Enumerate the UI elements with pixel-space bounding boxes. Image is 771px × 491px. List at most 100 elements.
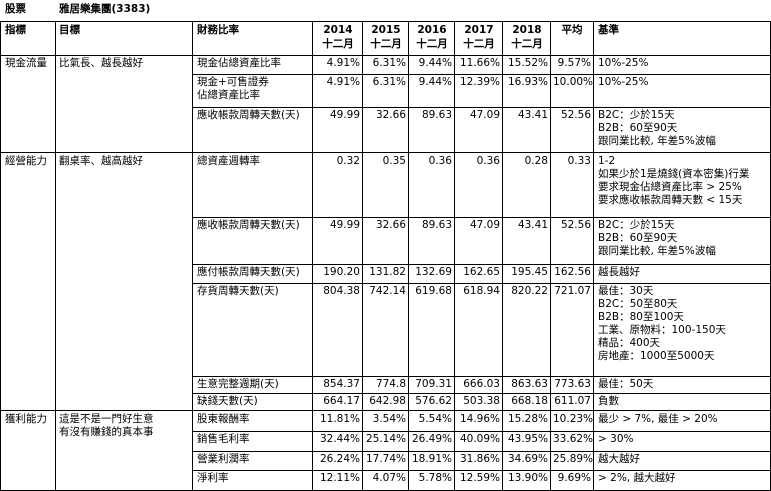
benchmark-cell: 1-2 — [598, 155, 616, 167]
col-year-header: 2014 — [323, 24, 353, 36]
row-divider — [192, 74, 771, 75]
average-cell: 611.07 — [554, 395, 591, 407]
value-cell: 43.41 — [517, 219, 548, 231]
value-cell: 11.66% — [459, 57, 500, 69]
col-average-header: 平均 — [561, 24, 583, 36]
value-cell: 26.24% — [319, 453, 360, 465]
value-cell: 668.18 — [511, 395, 548, 407]
value-cell: 13.90% — [507, 472, 548, 484]
divider — [0, 55, 771, 56]
value-cell: 47.09 — [469, 109, 500, 121]
ratio-name: 缺錢天數(天) — [197, 395, 258, 407]
value-cell: 12.11% — [319, 472, 360, 484]
col-benchmark-header: 基準 — [598, 24, 619, 36]
value-cell: 863.63 — [511, 378, 548, 390]
value-cell: 49.99 — [329, 219, 360, 231]
section-goal: 這是不是一門好生意 — [59, 413, 154, 425]
average-cell: 25.89% — [553, 453, 593, 465]
value-cell: 0.36 — [428, 155, 452, 167]
value-cell: 5.54% — [418, 413, 452, 425]
row-divider — [192, 470, 771, 471]
divider — [593, 21, 594, 491]
benchmark-cell: 10%-25% — [598, 57, 649, 69]
divider — [192, 21, 193, 491]
average-cell: 52.56 — [560, 219, 591, 231]
value-cell: 89.63 — [421, 109, 452, 121]
col-month-header: 十二月 — [463, 38, 495, 50]
benchmark-cell: 如果少於1是燒錢(資本密集)行業 — [598, 168, 750, 180]
value-cell: 15.28% — [507, 413, 548, 425]
value-cell: 49.99 — [329, 109, 360, 121]
section-indicator: 獲利能力 — [5, 413, 47, 425]
ratio-name: 股東報酬率 — [197, 413, 250, 425]
ratio-name: 應收帳款周轉天數(天) — [197, 219, 300, 231]
value-cell: 25.14% — [365, 433, 406, 445]
col-year-header: 2015 — [371, 24, 401, 36]
section-indicator: 現金流量 — [5, 57, 47, 69]
col-month-header: 十二月 — [416, 38, 448, 50]
ratio-name: 現金+可售證券 — [197, 76, 269, 88]
value-cell: 804.38 — [323, 285, 360, 297]
benchmark-cell: > 30% — [598, 433, 634, 445]
value-cell: 642.98 — [369, 395, 406, 407]
average-cell: 9.69% — [557, 472, 591, 484]
average-cell: 0.33 — [567, 155, 591, 167]
value-cell: 0.35 — [382, 155, 406, 167]
ratio-name: 佔總資產比率 — [197, 89, 260, 101]
benchmark-cell: 最佳：30天 — [598, 285, 654, 297]
ratio-name: 應收帳款周轉天數(天) — [197, 109, 300, 121]
value-cell: 503.38 — [463, 395, 500, 407]
average-cell: 52.56 — [560, 109, 591, 121]
benchmark-cell: 工業、原物料：100-150天 — [598, 324, 726, 336]
value-cell: 89.63 — [421, 219, 452, 231]
value-cell: 709.31 — [415, 378, 452, 390]
company-name: 雅居樂集團(3383) — [59, 3, 151, 15]
average-cell: 773.63 — [554, 378, 591, 390]
ratio-name: 存貨周轉天數(天) — [197, 285, 279, 297]
col-year-header: 2017 — [464, 24, 494, 36]
benchmark-cell: 精品：400天 — [598, 337, 661, 349]
benchmark-cell: 要求現金佔總資產比率 > 25% — [598, 181, 742, 193]
value-cell: 576.62 — [415, 395, 452, 407]
col-month-header: 十二月 — [322, 38, 354, 50]
value-cell: 4.91% — [326, 76, 360, 88]
value-cell: 4.07% — [372, 472, 406, 484]
col-indicator-header: 指標 — [5, 24, 26, 36]
ratio-name: 現金佔總資產比率 — [197, 57, 281, 69]
benchmark-cell: 要求應收帳款周轉天數 < 15天 — [598, 194, 743, 206]
value-cell: 34.69% — [507, 453, 548, 465]
value-cell: 16.93% — [507, 76, 548, 88]
value-cell: 131.82 — [369, 266, 406, 278]
value-cell: 618.94 — [463, 285, 500, 297]
value-cell: 195.45 — [511, 266, 548, 278]
divider — [55, 21, 56, 491]
ratio-name: 應付帳款周轉天數(天) — [197, 266, 300, 278]
benchmark-cell: B2B：80至100天 — [598, 311, 684, 323]
value-cell: 5.78% — [418, 472, 452, 484]
row-divider — [192, 107, 771, 108]
value-cell: 43.95% — [507, 433, 548, 445]
row-divider — [192, 451, 771, 452]
ratio-name: 營業利潤率 — [197, 453, 250, 465]
value-cell: 0.36 — [476, 155, 500, 167]
value-cell: 18.91% — [411, 453, 452, 465]
average-cell: 33.62% — [553, 433, 593, 445]
value-cell: 6.31% — [372, 76, 406, 88]
col-year-header: 2016 — [417, 24, 447, 36]
section-divider — [0, 410, 771, 411]
average-cell: 721.07 — [554, 285, 591, 297]
value-cell: 742.14 — [369, 285, 406, 297]
divider — [454, 21, 455, 491]
value-cell: 0.32 — [336, 155, 360, 167]
col-month-header: 十二月 — [511, 38, 543, 50]
section-goal: 翻桌率、越高越好 — [59, 155, 143, 167]
average-cell: 10.23% — [553, 413, 593, 425]
value-cell: 14.96% — [459, 413, 500, 425]
value-cell: 47.09 — [469, 219, 500, 231]
col-year-header: 2018 — [512, 24, 542, 36]
row-divider — [192, 431, 771, 432]
row-divider — [192, 283, 771, 284]
average-cell: 162.56 — [554, 266, 591, 278]
col-goal-header: 目標 — [59, 24, 80, 36]
row-divider — [192, 217, 771, 218]
